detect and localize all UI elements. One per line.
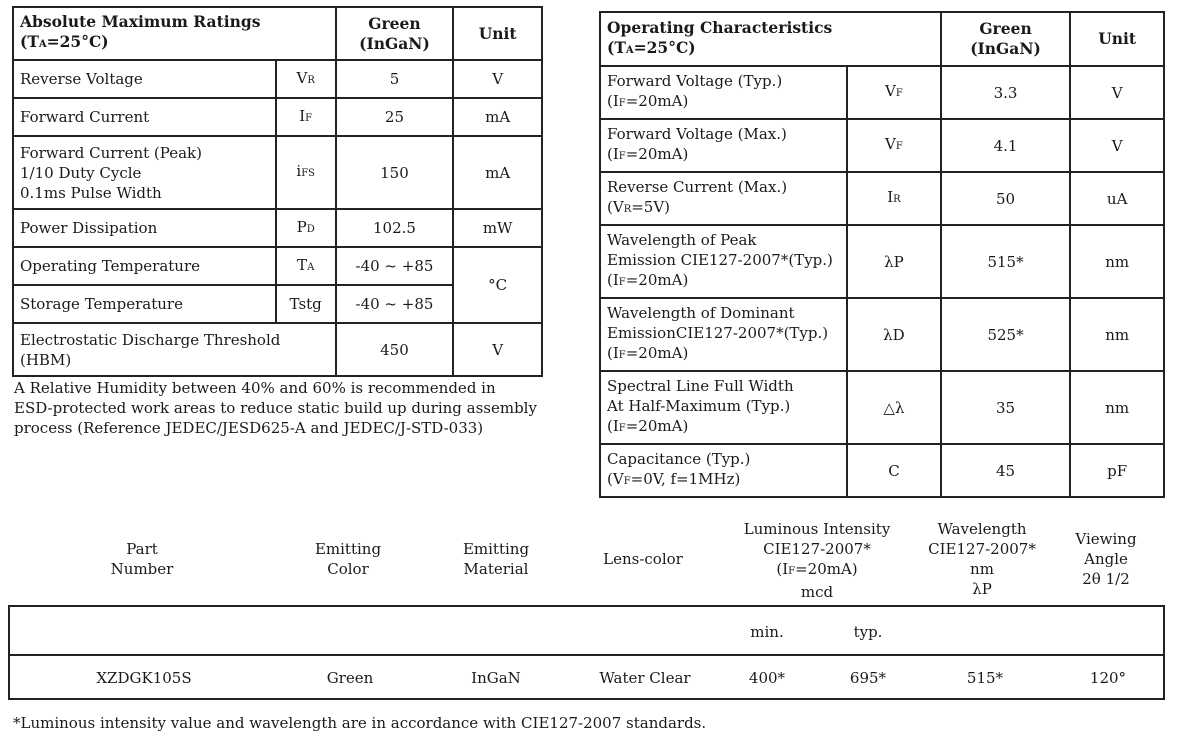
footnote: *Luminous intensity value and wavelength… (13, 714, 707, 732)
op-char-title: Operating Characteristics (TA=25°C) (599, 11, 942, 67)
lum-min-value: 400* (748, 669, 786, 687)
param-label: Power Dissipation (12, 208, 277, 248)
param-label: Wavelength of Peak Emission CIE127-2007*(… (598, 224, 849, 299)
op-char-col-green: Green (InGaN) (939, 11, 1072, 67)
unit: mW (452, 208, 543, 248)
symbol: △λ (846, 370, 942, 445)
unit: pF (1069, 443, 1165, 498)
param-label: Capacitance (Typ.) (VF=0V, f=1MHz) (598, 443, 849, 498)
param-label: Reverse Voltage (12, 59, 277, 99)
unit: nm (1069, 370, 1165, 445)
lum-min-label: min. (750, 623, 784, 641)
unit: mA (452, 135, 543, 210)
symbol: IR (846, 171, 942, 226)
unit: nm (1069, 224, 1165, 299)
header-wavelength: Wavelength CIE127-2007* nm λP (928, 520, 1036, 598)
lum-typ-label: typ. (853, 623, 883, 641)
param-label: Wavelength of Dominant EmissionCIE127-200… (598, 297, 849, 372)
part-number-value: XZDGK105S (96, 669, 192, 687)
header-emitting-material: Emitting Material (462, 540, 530, 578)
emitting-color-value: Green (326, 669, 374, 687)
value: 4.1 (939, 118, 1072, 173)
symbol: VR (274, 59, 337, 99)
value: 525* (939, 297, 1072, 372)
unit: nm (1069, 297, 1165, 372)
unit: °C (452, 246, 543, 324)
emitting-material-value: InGaN (471, 669, 521, 687)
row-divider (10, 654, 1163, 656)
header-viewing-angle: Viewing Angle 2θ 1/2 (1075, 530, 1137, 588)
param-label: Spectral Line Full Width At Half-Maximum … (598, 370, 849, 445)
unit: mA (452, 97, 543, 137)
unit: V (452, 322, 543, 377)
part-list-table: min. typ. XZDGK105S Green InGaN Water Cl… (8, 605, 1165, 700)
header-part-number: Part Number (110, 540, 174, 578)
unit: uA (1069, 171, 1165, 226)
param-label: Electrostatic Discharge Threshold (HBM) (12, 322, 337, 377)
value: -40 ~ +85 (334, 246, 455, 286)
symbol: TA (274, 246, 337, 286)
lum-typ-value: 695* (849, 669, 887, 687)
viewing-angle-value: 120° (1089, 669, 1127, 687)
symbol: λD (846, 297, 942, 372)
value: 5 (334, 59, 455, 99)
wavelength-value: 515* (966, 669, 1004, 687)
param-label: Forward Current (Peak) 1/10 Duty Cycle 0.1… (12, 135, 277, 210)
symbol: λP (846, 224, 942, 299)
param-label: Forward Voltage (Typ.) (IF=20mA) (598, 65, 849, 120)
value: 25 (334, 97, 455, 137)
op-char-col-unit: Unit (1069, 11, 1165, 67)
symbol: PD (274, 208, 337, 248)
symbol: C (846, 443, 942, 498)
unit: V (452, 59, 543, 99)
value: 50 (939, 171, 1072, 226)
param-label: Operating Temperature (12, 246, 277, 286)
value: 3.3 (939, 65, 1072, 120)
symbol: VF (846, 118, 942, 173)
esd-note: A Relative Humidity between 40% and 60% … (14, 379, 537, 437)
value: 515* (939, 224, 1072, 299)
value: 150 (334, 135, 455, 210)
value: 45 (939, 443, 1072, 498)
abs-max-col-unit: Unit (452, 6, 543, 61)
param-label: Forward Current (12, 97, 277, 137)
param-label: Storage Temperature (12, 284, 277, 324)
symbol: VF (846, 65, 942, 120)
abs-max-title: Absolute Maximum Ratings (TA=25°C) (12, 6, 337, 61)
symbol: iFS (274, 135, 337, 210)
param-label: Forward Voltage (Max.) (IF=20mA) (598, 118, 849, 173)
value: 35 (939, 370, 1072, 445)
header-luminous-intensity: Luminous Intensity CIE127-2007* (IF=20mA) m… (743, 520, 891, 601)
symbol: IF (274, 97, 337, 137)
header-emitting-color: Emitting Color (314, 540, 382, 578)
lens-color-value: Water Clear (599, 669, 691, 687)
unit: V (1069, 118, 1165, 173)
unit: V (1069, 65, 1165, 120)
absolute-max-ratings-table: Absolute Maximum Ratings (TA=25°C) Green… (12, 6, 543, 377)
symbol: Tstg (274, 284, 337, 324)
value: -40 ~ +85 (334, 284, 455, 324)
header-lens-color: Lens-color (603, 550, 683, 568)
operating-characteristics-table: Operating Characteristics (TA=25°C) Gree… (598, 11, 1165, 498)
value: 102.5 (334, 208, 455, 248)
value: 450 (334, 322, 455, 377)
abs-max-col-green: Green (InGaN) (334, 6, 455, 61)
param-label: Reverse Current (Max.) (VR=5V) (598, 171, 849, 226)
